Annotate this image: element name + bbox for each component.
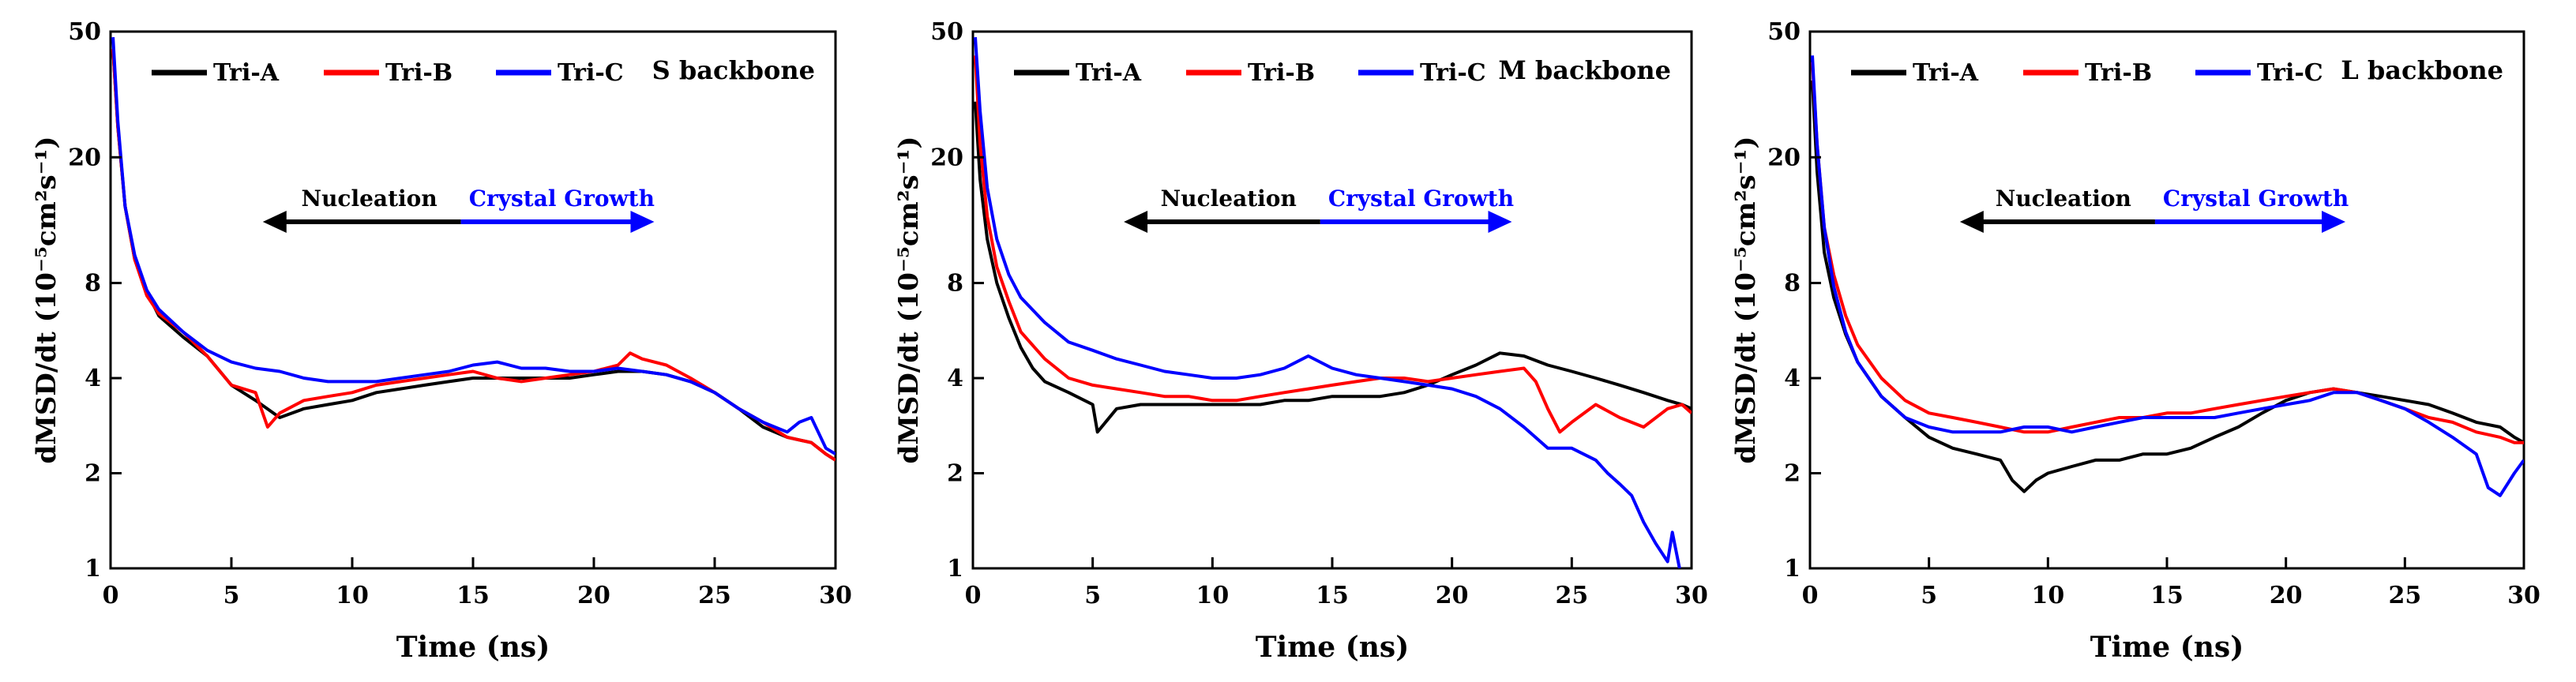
x-axis-label: Time (ns): [396, 631, 550, 664]
crystal-growth-label: Crystal Growth: [2163, 185, 2349, 212]
series-line-tri-c: [1811, 55, 2524, 497]
x-tick-label: 30: [819, 582, 852, 609]
x-tick-label: 25: [1555, 582, 1588, 609]
nucleation-arrowhead: [1959, 210, 1984, 233]
series-group: [111, 36, 836, 462]
x-tick-label: 0: [103, 582, 119, 609]
y-axis-label: dMSD/dt (10⁻⁵cm²s⁻¹): [893, 136, 925, 463]
y-axis-label: dMSD/dt (10⁻⁵cm²s⁻¹): [31, 136, 62, 463]
x-tick-label: 30: [2507, 582, 2540, 609]
y-tick-label: 1: [1784, 555, 1801, 583]
series-line-tri-c: [974, 36, 1681, 568]
chart-panel-1: 0 5 10 15 20 25 30 1 2 4 8 20 50 Time (ns) dMSD/dt (10…: [31, 18, 852, 664]
chart-panel-3: 0 5 10 15 20 25 30 1 2 4 8 20 50 Time (ns) dMSD/dt (10…: [1730, 18, 2540, 664]
legend-label-tri-c: Tri-C: [558, 59, 624, 87]
series-line-tri-c: [111, 36, 836, 455]
x-axis-label: Time (ns): [2090, 631, 2244, 664]
y-tick-label: 1: [84, 555, 101, 583]
y-tick-label: 8: [1784, 270, 1801, 298]
y-tick-label: 4: [1784, 365, 1801, 392]
x-tick-label: 5: [223, 582, 240, 609]
x-tick-label: 10: [2031, 582, 2064, 609]
chart-panel-2: 0 5 10 15 20 25 30 1 2 4 8 20 50 Time (ns) dMSD/dt (10…: [893, 18, 1708, 664]
x-tick-label: 10: [1196, 582, 1229, 609]
y-tick-label: 4: [947, 365, 963, 392]
y-tick-label: 4: [84, 365, 101, 392]
series-line-tri-b: [111, 49, 836, 462]
y-tick-label: 20: [930, 144, 963, 171]
crystal-growth-arrowhead: [1488, 210, 1512, 233]
legend-label-tri-b: Tri-B: [1248, 59, 1315, 87]
x-tick-label: 0: [965, 582, 982, 609]
series-line-tri-a: [974, 101, 1692, 434]
series-group: [974, 36, 1692, 568]
legend-label-tri-a: Tri-A: [1076, 59, 1142, 87]
crystal-growth-label: Crystal Growth: [469, 185, 655, 212]
nucleation-label: Nucleation: [1161, 185, 1297, 212]
backbone-label: M backbone: [1498, 55, 1671, 85]
y-tick-label: 8: [84, 270, 101, 298]
x-tick-label: 15: [1316, 582, 1349, 609]
x-tick-label: 25: [698, 582, 731, 609]
x-tick-label: 10: [336, 582, 369, 609]
legend-label-tri-a: Tri-A: [213, 59, 280, 87]
nucleation-arrowhead: [262, 210, 287, 233]
y-axis-label: dMSD/dt (10⁻⁵cm²s⁻¹): [1730, 136, 1762, 463]
x-tick-label: 20: [1436, 582, 1469, 609]
nucleation-label: Nucleation: [1996, 185, 2131, 212]
series-line-tri-b: [1811, 62, 2524, 444]
legend-label-tri-b: Tri-B: [2085, 59, 2152, 87]
legend-label-tri-c: Tri-C: [1420, 59, 1486, 87]
x-tick-label: 5: [1084, 582, 1101, 609]
y-tick-label: 2: [1784, 460, 1801, 488]
plot-frame: [1808, 30, 2525, 570]
legend-label-tri-c: Tri-C: [2257, 59, 2323, 87]
crystal-growth-arrowhead: [630, 210, 655, 233]
x-tick-label: 20: [2270, 582, 2303, 609]
plot-frame: [109, 30, 837, 570]
y-tick-label: 2: [947, 460, 963, 488]
nucleation-arrowhead: [1124, 210, 1148, 233]
backbone-label: S backbone: [652, 55, 815, 85]
y-tick-label: 50: [68, 18, 101, 46]
x-tick-label: 0: [1802, 582, 1819, 609]
series-line-tri-a: [111, 49, 836, 462]
series-line-tri-a: [1811, 80, 2524, 493]
y-tick-label: 8: [947, 270, 963, 298]
nucleation-label: Nucleation: [301, 185, 437, 212]
series-line-tri-b: [974, 55, 1692, 434]
x-axis-label: Time (ns): [1256, 631, 1410, 664]
y-tick-label: 1: [947, 555, 963, 583]
legend-label-tri-b: Tri-B: [385, 59, 452, 87]
y-tick-label: 50: [930, 18, 963, 46]
plot-frame: [971, 30, 1693, 570]
backbone-label: L backbone: [2341, 55, 2503, 85]
y-tick-label: 50: [1767, 18, 1801, 46]
crystal-growth-label: Crystal Growth: [1328, 185, 1514, 212]
legend-label-tri-a: Tri-A: [1913, 59, 1979, 87]
y-tick-label: 20: [68, 144, 101, 171]
x-tick-label: 15: [2150, 582, 2184, 609]
crystal-growth-arrowhead: [2322, 210, 2345, 233]
x-tick-label: 5: [1921, 582, 1937, 609]
y-tick-label: 2: [84, 460, 101, 488]
x-tick-label: 20: [577, 582, 610, 609]
series-group: [1811, 55, 2524, 497]
x-tick-label: 30: [1675, 582, 1708, 609]
y-tick-label: 20: [1767, 144, 1801, 171]
x-tick-label: 25: [2388, 582, 2421, 609]
x-tick-label: 15: [456, 582, 490, 609]
